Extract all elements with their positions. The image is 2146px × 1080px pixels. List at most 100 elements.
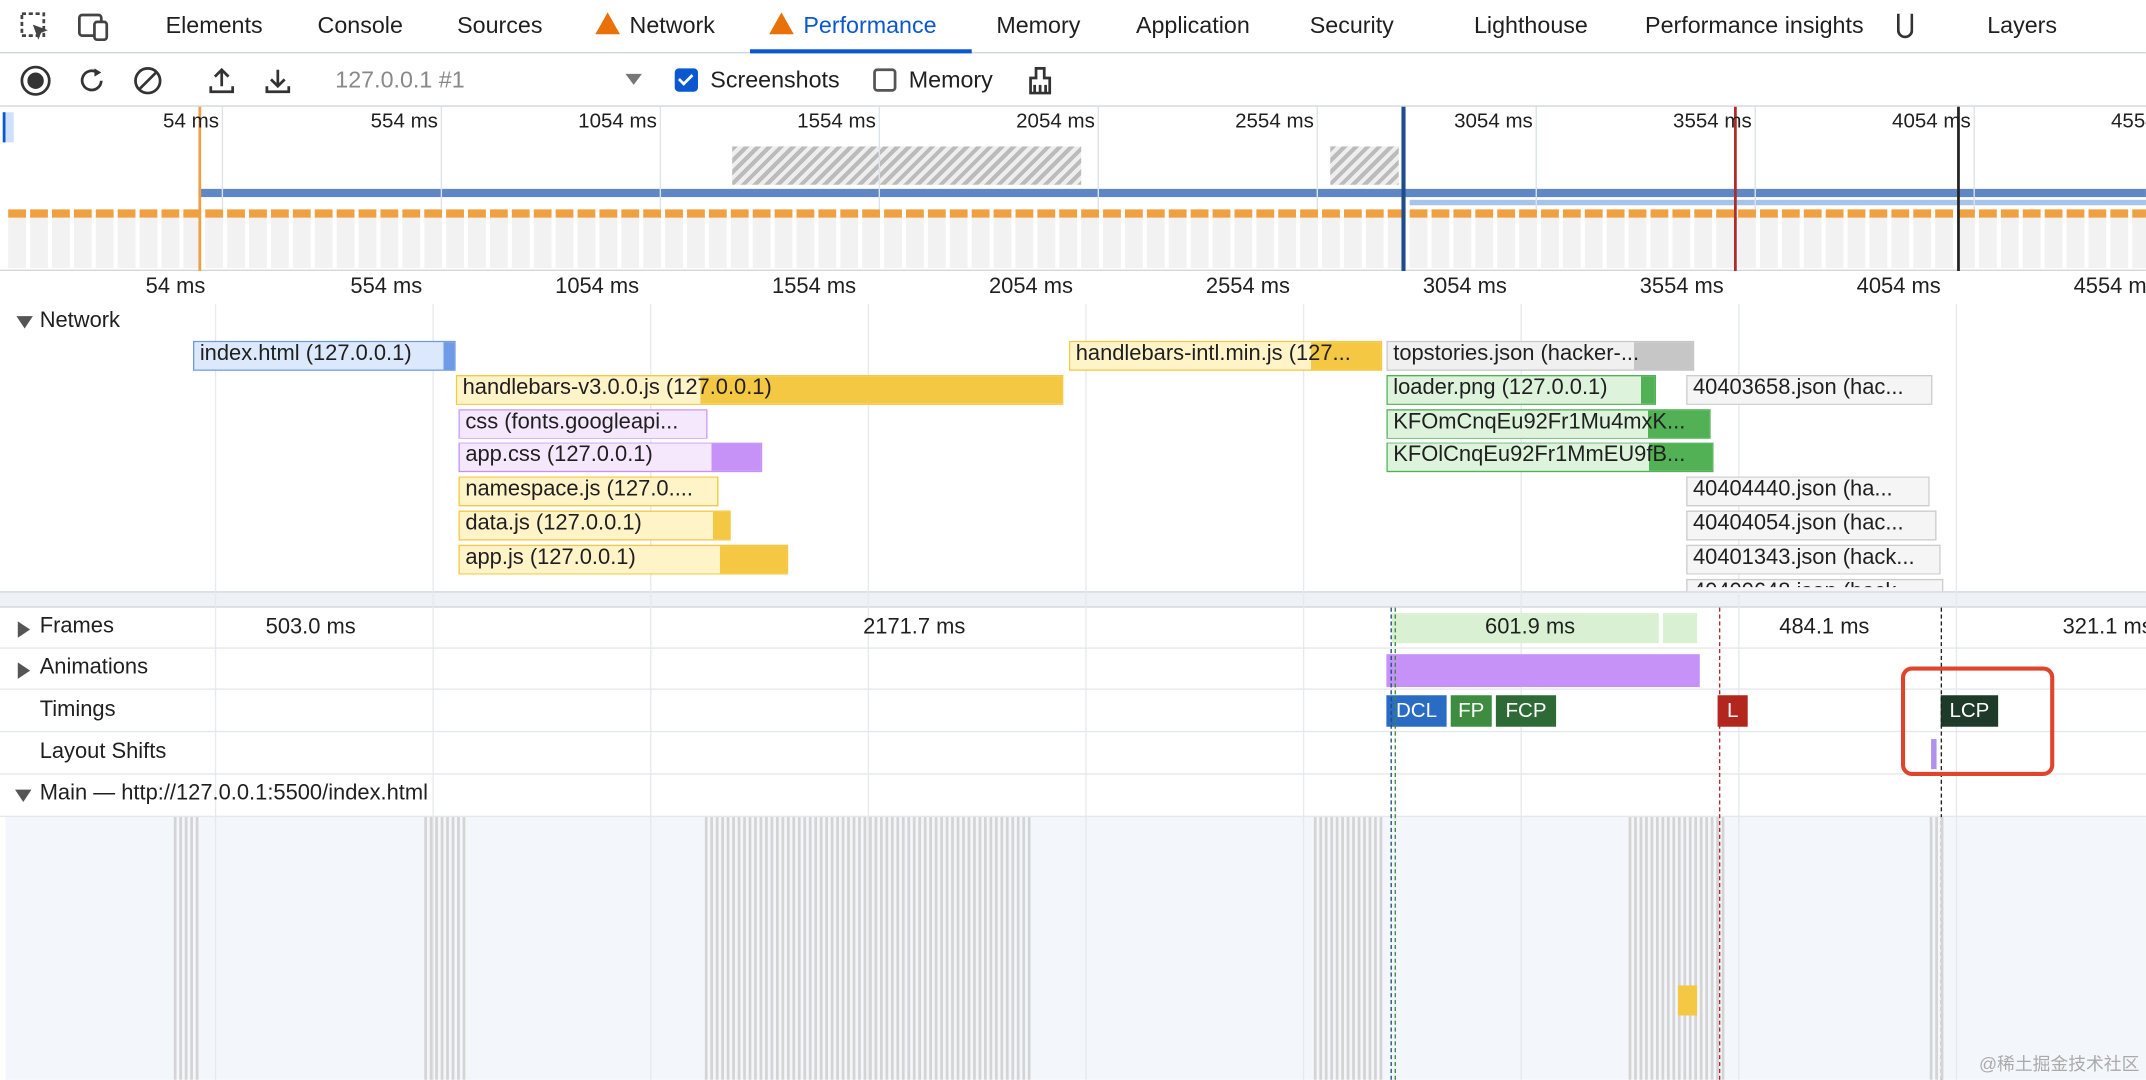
flame-slice (994, 817, 998, 1080)
flame-slice (984, 817, 987, 1080)
screenshot-thumb (1037, 209, 1056, 269)
request-bar (192, 340, 456, 371)
screenshot-thumb (2022, 209, 2041, 269)
request-label[interactable]: 40404054.json (hac... (1692, 511, 1904, 536)
screenshot-thumb (1212, 209, 1231, 269)
flame-slice (748, 817, 752, 1080)
ruler-tick-label: 2054 ms (988, 275, 1073, 299)
request-label[interactable]: KFOmCnqEu92Fr1Mu4mxK... (1393, 410, 1686, 434)
track-label[interactable]: Timings (39, 697, 116, 722)
tab[interactable]: Network (629, 12, 715, 39)
flame-slice (770, 817, 774, 1080)
tab[interactable]: Application (1135, 12, 1250, 39)
lcp-highlight (1900, 666, 2055, 776)
tab[interactable]: Elements (165, 12, 263, 39)
grid-line (432, 303, 434, 1080)
screenshot-thumb (1803, 209, 1822, 269)
flame-slice (896, 817, 900, 1080)
timing-marker[interactable]: DCL (1386, 695, 1447, 727)
request-label[interactable]: app.css (127.0.0.1) (465, 443, 653, 468)
tab[interactable]: Performance insights (1645, 12, 1864, 39)
tab[interactable]: Console (317, 12, 403, 39)
request-label[interactable]: handlebars-v3.0.0.js (127.0.0.1) (462, 376, 772, 400)
device-icon[interactable] (75, 11, 111, 44)
flame-slice (1634, 817, 1637, 1080)
overview-tick-label: 2554 ms (1235, 109, 1314, 133)
request-label[interactable]: 40401343.json (hack... (1692, 545, 1915, 570)
tab[interactable]: Performance (803, 12, 937, 39)
track-label[interactable]: Animations (39, 655, 149, 679)
request-bar (1686, 510, 1937, 541)
screenshot-thumb (2132, 209, 2146, 269)
flame-slice (929, 817, 933, 1080)
clear-button[interactable] (131, 64, 164, 97)
flame-slice (967, 817, 971, 1080)
timing-marker[interactable]: LCP (1940, 695, 1999, 727)
request-label[interactable]: data.js (127.0.0.1) (465, 511, 642, 536)
frame-duration: 2171.7 ms (863, 615, 966, 640)
overview-tick-label: 1554 ms (797, 109, 876, 133)
flame-slice (890, 817, 894, 1080)
checkbox[interactable] (674, 68, 698, 92)
screenshot-thumb (1562, 209, 1581, 269)
flame-slice (918, 817, 922, 1080)
tab[interactable]: Layers (1987, 12, 2058, 39)
screenshot-thumb (1978, 209, 1997, 269)
screenshot-thumb (358, 209, 377, 269)
screenshot-thumb (402, 209, 421, 269)
flame-slice (907, 817, 911, 1080)
flame-slice (1650, 817, 1654, 1080)
screenshot-thumb (1891, 209, 1910, 269)
request-bar (1386, 442, 1714, 473)
request-label[interactable]: 40404440.json (ha... (1692, 477, 1893, 502)
request-label[interactable]: 40403658.json (hac... (1692, 376, 1904, 400)
track-label[interactable]: Frames (39, 614, 114, 638)
grid-line (1738, 303, 1740, 1080)
splitter[interactable] (0, 591, 2146, 608)
request-label[interactable]: KFOlCnqEu92Fr1MmEU9fB... (1393, 443, 1686, 468)
tab[interactable]: Security (1309, 12, 1394, 39)
request-label[interactable]: namespace.js (127.0.... (465, 477, 693, 502)
screenshot-thumb (489, 209, 508, 269)
gc-button[interactable] (1024, 64, 1057, 97)
timing-marker[interactable]: FP (1450, 695, 1492, 727)
request-label[interactable]: app.js (127.0.0.1) (465, 545, 636, 570)
flame-slice (951, 817, 954, 1080)
inspect-icon[interactable] (19, 11, 52, 44)
request-label[interactable]: css (fonts.googleapi... (465, 410, 679, 434)
flame-slice (765, 817, 768, 1080)
grid-line (1302, 303, 1305, 1080)
tab[interactable]: Lighthouse (1473, 12, 1588, 39)
screenshot-thumb (1781, 209, 1800, 269)
request-label[interactable]: topstories.json (hacker-... (1393, 342, 1640, 366)
collapse-arrow (17, 621, 31, 638)
screenshot-thumb (511, 209, 530, 269)
request-label[interactable]: handlebars-intl.min.js (127... (1075, 342, 1351, 366)
tab[interactable]: Sources (457, 12, 543, 39)
overview-grid-line (221, 106, 224, 210)
timing-marker[interactable]: L (1717, 695, 1748, 727)
target-select[interactable]: 127.0.0.1 #1 (335, 67, 465, 94)
section-title: Network (39, 309, 121, 333)
reload-button[interactable] (75, 64, 108, 97)
flame-slice (940, 817, 943, 1080)
request-bar (458, 510, 731, 541)
screenshot-thumb (1300, 209, 1318, 269)
tab[interactable]: Memory (996, 12, 1081, 39)
request-label[interactable]: index.html (127.0.0.1) (199, 342, 412, 366)
flame-slice (978, 817, 982, 1080)
checkbox[interactable] (873, 68, 897, 92)
request-label[interactable]: loader.png (127.0.0.1) (1393, 376, 1608, 400)
flame-slice (1710, 817, 1714, 1080)
timing-marker[interactable]: FCP (1495, 695, 1557, 727)
marker-line (198, 106, 202, 271)
screenshot-thumb (621, 209, 640, 269)
request-label[interactable]: 40400648.json (hack... (1693, 580, 1942, 587)
upload-button[interactable] (205, 64, 238, 97)
download-button[interactable] (261, 64, 294, 97)
track-label[interactable]: Layout Shifts (39, 740, 167, 764)
net-bar (198, 188, 2146, 198)
record-button[interactable] (19, 64, 52, 97)
track-label[interactable]: Main — http://127.0.0.1:5500/index.html (39, 781, 429, 805)
